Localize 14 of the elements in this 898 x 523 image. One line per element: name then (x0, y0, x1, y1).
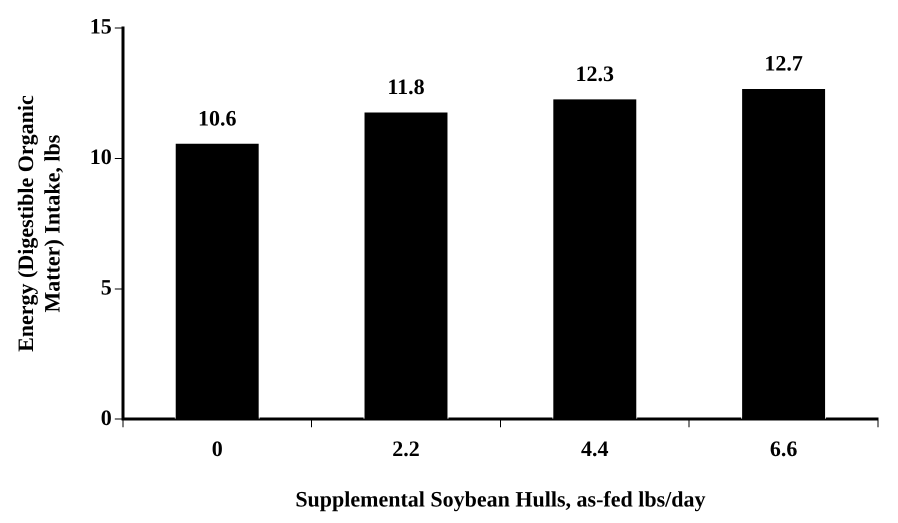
x-tick-label: 6.6 (770, 436, 798, 462)
x-tick-label: 0 (212, 436, 223, 462)
x-tick-label: 4.4 (581, 436, 609, 462)
y-tick-label: 5 (100, 274, 112, 300)
data-label: 11.8 (387, 74, 425, 100)
data-label: 12.3 (576, 61, 614, 86)
y-axis-title: Energy (Digestible Organic Matter) Intake, lbs (12, 95, 64, 352)
data-label: 12.7 (764, 50, 803, 76)
x-axis-title: Supplemental Soybean Hulls, as-fed lbs/day (295, 486, 706, 512)
y-tick-label: 15 (90, 14, 112, 39)
y-tick-label: 10 (90, 144, 112, 170)
x-tick-label: 2.2 (392, 436, 420, 462)
data-label: 10.6 (198, 105, 236, 130)
y-tick-label: 0 (100, 404, 112, 430)
